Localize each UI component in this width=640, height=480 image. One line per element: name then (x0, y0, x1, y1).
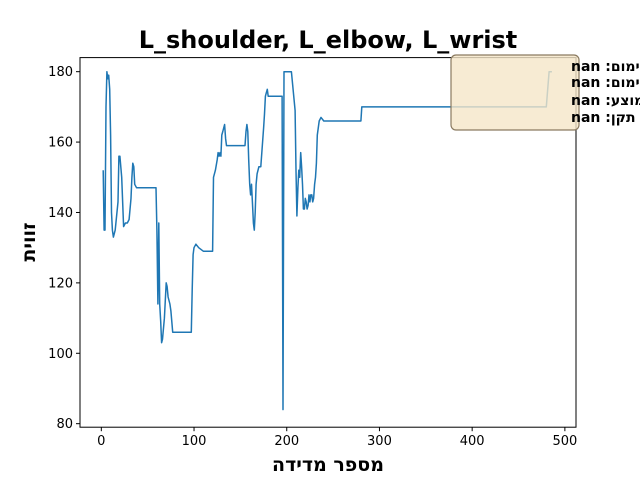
y-tick-label: 80 (56, 417, 73, 432)
series-line-0 (102, 70, 552, 411)
x-axis-label: מספר מדידה (272, 454, 384, 476)
y-tick-label: 140 (48, 206, 73, 221)
y-tick-label: 180 (48, 65, 73, 80)
stats-min: מינימום: nan (571, 59, 640, 75)
x-axis: 0 100 200 300 400 500 (97, 427, 577, 449)
x-tick-label: 400 (460, 434, 485, 449)
x-tick-label: 0 (97, 434, 105, 449)
y-tick-label: 120 (48, 276, 73, 291)
x-tick-label: 500 (552, 434, 577, 449)
x-tick-label: 100 (182, 434, 207, 449)
stats-max: מקסימום: nan (571, 75, 640, 91)
y-tick-label: 160 (48, 136, 73, 151)
stats-box-background (450, 54, 580, 131)
x-tick-label: 200 (274, 434, 299, 449)
stats-mean: ממוצע: nan (571, 93, 640, 109)
plot-area-frame (79, 57, 577, 428)
y-axis-label: זווית (18, 222, 40, 261)
x-tick-label: 300 (367, 434, 392, 449)
y-axis: 80 100 120 140 160 180 (48, 65, 80, 432)
series-layer (102, 70, 552, 411)
stats-std: סטיית תקן: nan (571, 110, 640, 126)
y-tick-label: 100 (48, 347, 73, 362)
stats-box: מינימום: nan מקסימום: nan ממוצע: nan סטי… (450, 54, 640, 131)
chart-title: L_shoulder, L_elbow, L_wrist (139, 26, 518, 54)
